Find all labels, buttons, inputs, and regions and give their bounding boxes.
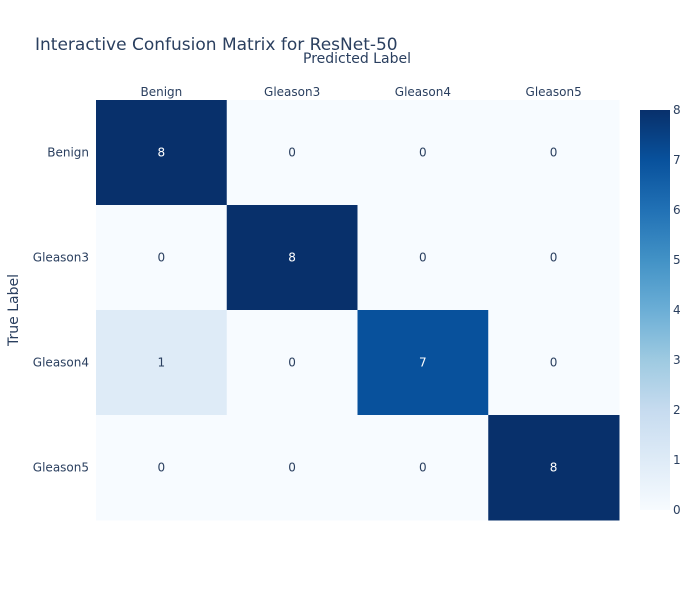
y-tick-labels: Benign Gleason3 Gleason4 Gleason5 [33,146,89,475]
heatmap-cell[interactable] [96,100,228,206]
heatmap-cell[interactable] [488,100,620,206]
x-tick-label: Benign [140,85,182,99]
x-tick-label: Gleason4 [395,85,451,99]
cell-value-label: 0 [550,251,558,265]
x-tick-label: Gleason5 [526,85,582,99]
cell-value-label: 0 [288,146,296,160]
colorbar-tick-label: 1 [673,453,681,467]
colorbar-tick-label: 6 [673,203,681,217]
heatmap-cell[interactable] [357,415,489,521]
y-tick-label: Gleason5 [33,461,89,475]
heatmap-cell[interactable] [226,205,358,311]
heatmap-cell[interactable] [226,415,358,521]
heatmap-cell[interactable] [96,205,228,311]
heatmap-cell[interactable] [357,100,489,206]
heatmap-cell[interactable] [488,310,620,416]
cell-value-label: 0 [288,356,296,370]
cell-value-label: 0 [419,146,427,160]
cell-value-label: 0 [419,461,427,475]
heatmap-cell[interactable] [357,310,489,416]
heatmap-cell[interactable] [226,100,358,206]
colorbar [640,110,670,510]
x-tick-label: Gleason3 [264,85,320,99]
x-axis-title: Predicted Label [303,51,411,67]
colorbar-tick-label: 8 [673,103,681,117]
y-tick-label: Gleason3 [33,251,89,265]
x-tick-labels: Benign Gleason3 Gleason4 Gleason5 [140,85,581,99]
cell-value-label: 0 [158,461,166,475]
heatmap-cell[interactable] [96,415,228,521]
heatmap-cell[interactable] [226,310,358,416]
cell-value-label: 8 [288,251,296,265]
cell-value-label: 0 [419,251,427,265]
colorbar-tick-label: 0 [673,503,681,517]
heatmap-cell[interactable] [96,310,228,416]
cell-value-label: 0 [158,251,166,265]
cell-value-label: 1 [158,356,166,370]
colorbar-tick-label: 5 [673,253,681,267]
cell-value-label: 7 [419,356,427,370]
colorbar-tick-label: 2 [673,403,681,417]
y-tick-label: Gleason4 [33,356,89,370]
cell-value-label: 8 [158,146,166,160]
colorbar-tick-label: 3 [673,353,681,367]
chart-title: Interactive Confusion Matrix for ResNet-… [35,35,398,55]
colorbar-tick-label: 7 [673,153,681,167]
y-axis-title: True Label [6,274,22,347]
y-tick-label: Benign [47,146,89,160]
colorbar-tick-label: 4 [673,303,681,317]
cell-value-label: 8 [550,461,558,475]
cell-value-label: 0 [550,356,558,370]
heatmap-cell[interactable] [488,415,620,521]
heatmap-cells: 8 0 0 0 0 8 0 0 1 0 7 0 0 0 0 8 [96,100,620,521]
heatmap-cell[interactable] [488,205,620,311]
cell-value-label: 0 [550,146,558,160]
heatmap-cell[interactable] [357,205,489,311]
cell-value-label: 0 [288,461,296,475]
colorbar-tick-labels: 0 1 2 3 4 5 6 7 8 [673,103,681,517]
